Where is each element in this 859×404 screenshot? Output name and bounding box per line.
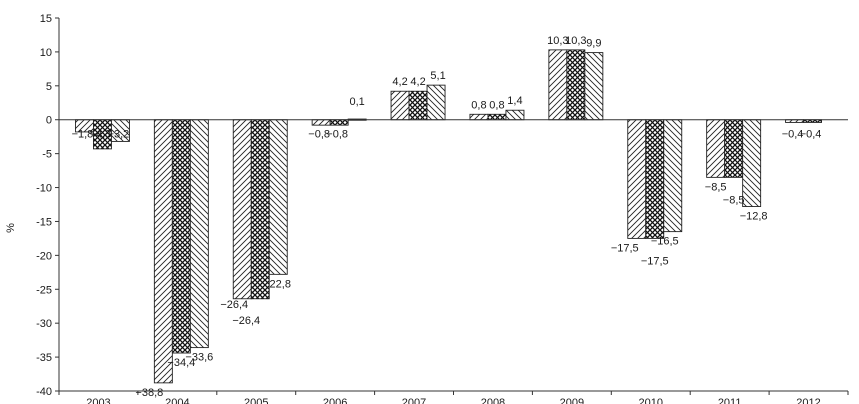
y-axis: 15 10 5 0 -5 -10 -15 -20 -25 -30 -35 -40 (36, 13, 60, 398)
y-axis-title: % (5, 223, 17, 233)
data-label-2004-series-1: −38,8 (135, 387, 163, 399)
data-label-2010-series-1: −17,5 (611, 242, 639, 254)
bar-2010-series-2 (645, 119, 665, 239)
data-label-2012-series-2: −0,4 (800, 129, 822, 141)
bar-2008-series-1 (469, 113, 489, 121)
x-tick-label: 2006 (323, 397, 347, 404)
data-label-2003-series-3: −3,2 (108, 129, 130, 141)
x-tick-label: 2005 (244, 397, 268, 404)
bar-2006-series-1 (311, 119, 331, 126)
bar-2005-series-2 (250, 119, 270, 300)
data-label-2010-series-3: −16,5 (651, 236, 679, 248)
y-tick-label: -20 (36, 250, 52, 262)
bar-2005-series-1 (232, 119, 252, 300)
data-label-2008-series-3: 1,4 (507, 95, 522, 107)
data-label-2011-series-3: −12,8 (740, 211, 768, 223)
data-label-2003-series-1: −1,8 (72, 129, 94, 141)
bar-2005-series-3 (268, 119, 288, 275)
y-tick-label: 15 (40, 13, 52, 25)
data-label-2005-series-2: −26,4 (232, 315, 260, 327)
y-tick-label: -10 (36, 183, 52, 195)
data-label-2007-series-2: 4,2 (410, 76, 425, 88)
x-tick-label: 2011 (718, 397, 742, 404)
bar-2011-series-2 (724, 119, 744, 178)
data-label-2011-series-1: −8,5 (705, 181, 727, 193)
y-tick-label: -15 (36, 216, 52, 228)
data-label-2009-series-3: 9,9 (586, 38, 601, 50)
data-label-2005-series-3: 22,8 (270, 278, 291, 290)
bar-2004-series-1 (153, 119, 173, 384)
y-tick-label: -25 (36, 284, 52, 296)
bar-2007-series-2 (408, 90, 428, 121)
data-label-2011-series-2: −8,5 (723, 194, 745, 206)
x-tick-label: 2009 (560, 397, 584, 404)
data-label-2010-series-2: −17,5 (641, 255, 669, 267)
data-label-2006-series-1: −0,8 (308, 129, 330, 141)
x-tick-label: 2008 (481, 397, 505, 404)
data-labels: −1,8−4,3−3,2 −38,8 −34,4−33,6 −26,4 −26,4 22,… (72, 35, 822, 399)
bar-2011-series-1 (706, 119, 726, 178)
data-label-2004-series-2: −34,4 (167, 357, 195, 369)
bar-2007-series-3 (426, 84, 446, 121)
data-label-2009-series-1: 10,3 (547, 35, 568, 47)
data-label-2008-series-1: 0,8 (471, 99, 486, 111)
bar-2009-series-2 (566, 49, 586, 121)
y-tick-label: 0 (46, 115, 52, 127)
data-label-2007-series-1: 4,2 (392, 76, 407, 88)
y-tick-label: -35 (36, 352, 52, 364)
y-tick-label: 10 (40, 47, 52, 59)
bar-2004-series-3 (189, 119, 209, 349)
x-tick-label: 2004 (165, 397, 189, 404)
bar-2009-series-3 (584, 52, 604, 121)
bar-2008-series-3 (505, 109, 525, 121)
y-tick-label: -5 (42, 149, 52, 161)
bar-2011-series-3 (742, 119, 762, 207)
x-tick-label: 2003 (86, 397, 110, 404)
bar-2004-series-2 (171, 119, 191, 354)
bar-2007-series-1 (390, 90, 410, 121)
data-label-2007-series-3: 5,1 (430, 70, 445, 82)
data-label-2004-series-3: −33,6 (185, 352, 213, 364)
data-label-2006-series-3: 0,1 (350, 96, 365, 108)
bars (59, 49, 848, 384)
data-label-2006-series-2: −0,8 (326, 129, 348, 141)
bar-2006-series-2 (329, 119, 349, 126)
bar-2010-series-1 (627, 119, 647, 239)
data-label-2008-series-2: 0,8 (489, 99, 504, 111)
data-label-2005-series-1: −26,4 (220, 299, 248, 311)
data-label-2012-series-1: −0,4 (782, 129, 804, 141)
x-tick-label: 2007 (402, 397, 426, 404)
bar-2010-series-3 (663, 119, 683, 233)
y-tick-label: -30 (36, 318, 52, 330)
y-tick-label: -40 (36, 386, 52, 398)
data-label-2009-series-2: 10,3 (565, 35, 586, 47)
bar-2009-series-1 (548, 49, 568, 121)
data-label-2003-series-2: −4,3 (90, 129, 112, 141)
y-tick-label: 5 (46, 81, 52, 93)
x-axis: 2003 2004 2005 2006 2007 2008 2009 2010 2011 2012 (58, 390, 849, 404)
x-tick-label: 2012 (796, 397, 820, 404)
x-tick-label: 2010 (639, 397, 663, 404)
bar-2008-series-2 (487, 113, 507, 121)
